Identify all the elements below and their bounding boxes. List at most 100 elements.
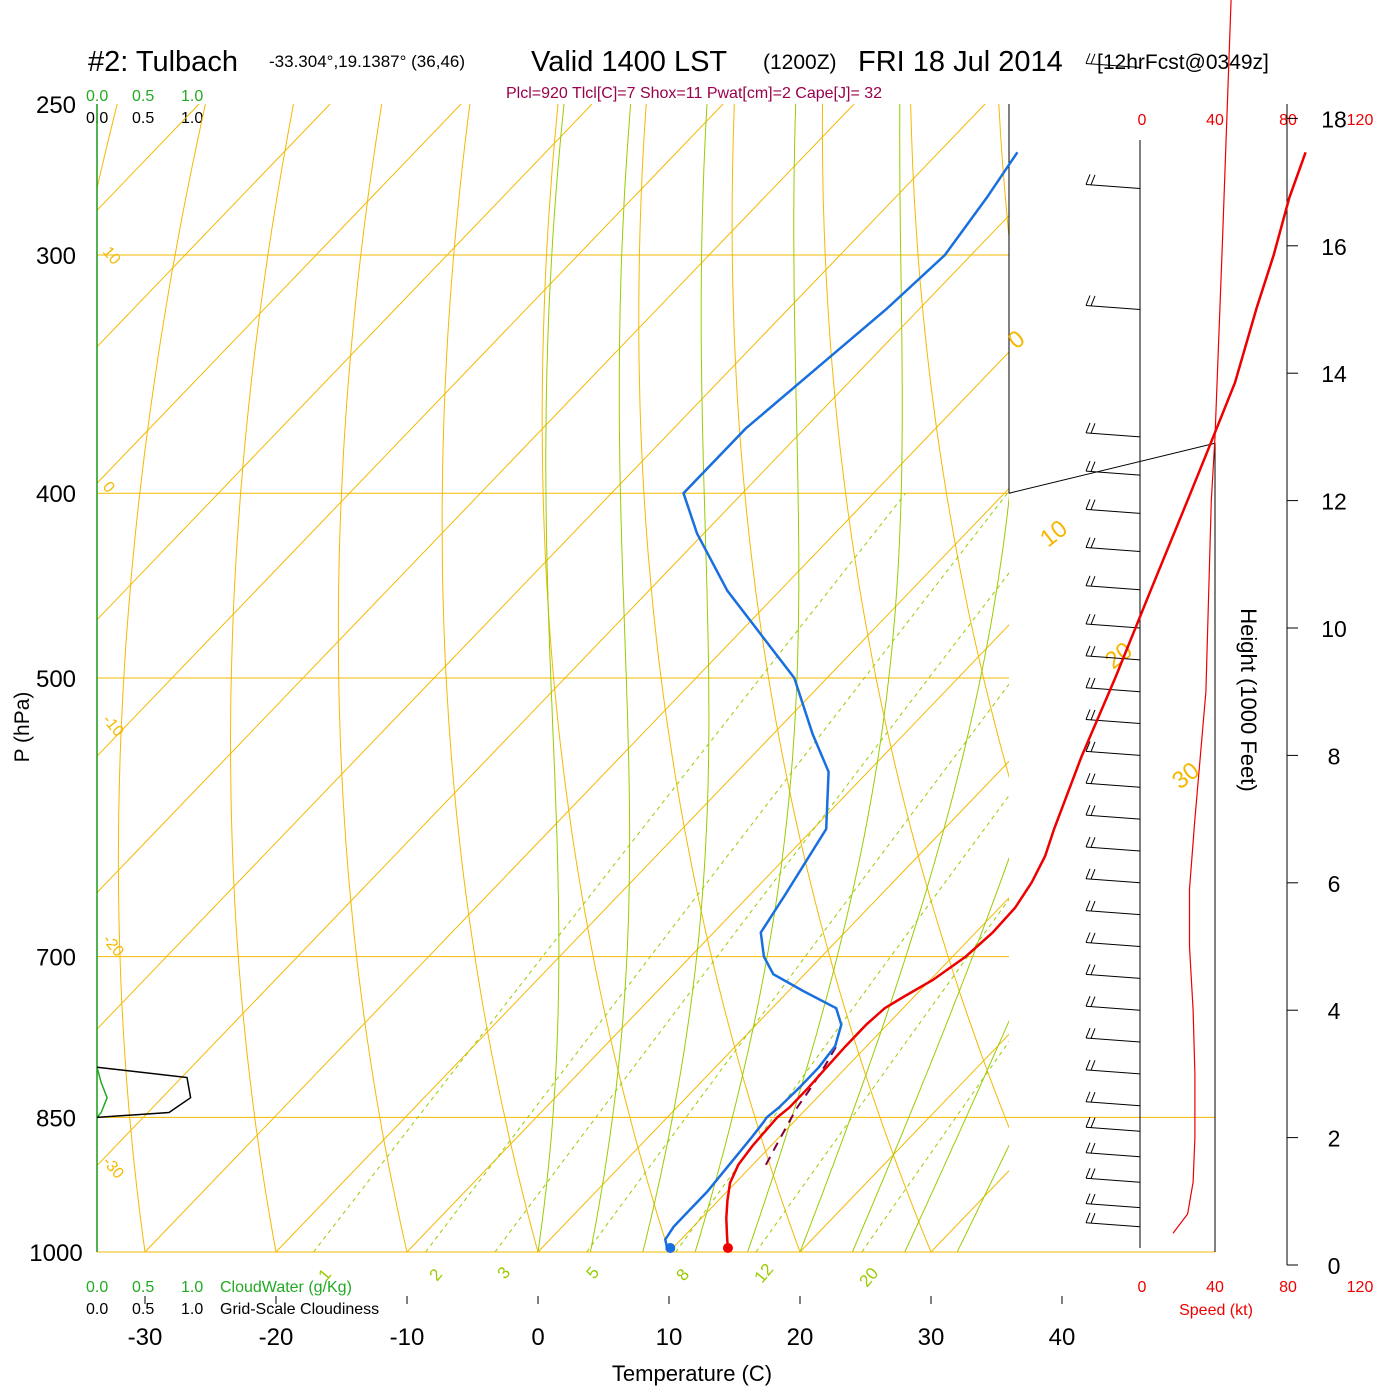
wind-barb [1085,1168,1141,1183]
wind-barb-feather [1090,1060,1096,1071]
wind-barb [1085,964,1141,979]
wind-barb-feather [1090,174,1096,186]
x-tick-label: 40 [1049,1324,1076,1351]
wind-barb [1085,741,1141,756]
pressure-tick-label: 300 [36,243,76,270]
dry-adiabat-line [337,104,408,1252]
dry-adiabat-line [117,104,206,1252]
wind-barb-feather [1090,1117,1096,1128]
sounding-series [663,151,1307,1253]
dry-adiabat-line [910,104,1009,779]
wind-barb-feather [1085,575,1091,586]
wind-barb-feather [1085,460,1091,472]
wind-barb-staff [1085,687,1141,693]
x-tick-label: -30 [128,1324,163,1351]
speed-tick-bottom: 40 [1206,1279,1224,1296]
wind-barb [1085,836,1141,852]
background-grid [97,104,1215,1253]
mixing-ratio-line [861,1040,1009,1252]
wind-barb-staff [1085,585,1141,591]
wind-barb-feather [1085,174,1091,185]
wind-barb-staff [1085,973,1141,979]
height-tick-label: 6 [1328,871,1341,897]
wind-panel [1085,0,1232,1234]
temperature-line [725,151,1307,1253]
wind-barb-staff [1085,942,1141,947]
forecast-info: [12hrFcst@0349z] [1097,51,1269,74]
height-tick-label: 4 [1328,998,1341,1024]
pressure-tick-label: 850 [36,1105,76,1132]
height-tick-label: 20 [1321,0,1347,5]
speed-tick-top: 120 [1347,112,1374,129]
plot-area [97,104,1009,1252]
wind-barb [1085,900,1141,916]
height-tick-label: 2 [1328,1126,1341,1152]
indices-text: Plcl=920 Tlcl[C]=7 Shox=11 Pwat[cm]=2 Ca… [506,85,882,102]
wind-barb-feather [1085,900,1091,911]
mixing-ratio-line [494,572,1009,1252]
moist-adiabat-line [904,1020,1009,1252]
wind-barb [1085,1059,1141,1075]
wind-barb-feather [1085,677,1091,688]
height-tick-label: 18 [1321,106,1347,132]
wind-barb [1085,1142,1141,1158]
x-tick-label: 0 [531,1324,544,1351]
wind-barb-feather [1085,422,1091,434]
wind-barb [1085,1091,1141,1107]
wind-barb-feather [1090,537,1096,549]
wind-barb-feather [1090,295,1096,307]
cloud-water-tick-top: 1.0 [181,88,203,105]
cloudiness-tick-top: 1.0 [181,110,203,127]
wind-barb [1085,53,1141,68]
mixing-ratio-line [755,898,1009,1252]
station-title: #2: Tulbach [88,46,238,78]
isotherm-line [97,104,855,894]
wind-barb-staff [1085,814,1141,820]
wind-barb [1085,677,1141,693]
speed-tick-top: 0 [1138,112,1147,129]
wind-barb-staff [1085,432,1141,438]
cloudiness-tick-bottom: 0.0 [86,1301,108,1318]
moist-adiabat-line [851,856,1009,1252]
wind-barb-feather [1090,461,1096,472]
wind-barb-feather [1085,537,1091,548]
wind-barb-staff [1085,1069,1141,1075]
wind-barb-feather [1085,709,1091,720]
x-tick-label: 30 [918,1324,945,1351]
wind-barb-staff [1085,547,1141,553]
pressure-tick-label: 700 [36,945,76,972]
speed-scale: 0 40 80 120 0 40 80 120 Speed (kt) [1138,112,1374,1319]
cloud-profile [96,1066,192,1119]
wind-barb [1085,996,1141,1011]
wind-barb [1085,1193,1141,1209]
wind-barb-staff [1085,1222,1141,1228]
cloudiness-tick-top: 0.5 [132,110,154,127]
wind-barb-feather [1085,1117,1091,1128]
height-tick-label: 16 [1321,234,1347,260]
wind-barb-feather [1085,836,1091,848]
wind-barb-staff [1085,508,1141,514]
wind-barb-feather [1090,423,1096,434]
pressure-tick-label: 400 [36,481,76,508]
wind-barb-feather [1085,773,1091,784]
wind-barb-feather [1085,499,1091,510]
height-tick-label: 12 [1321,489,1347,515]
speed-tick-top: 40 [1206,112,1224,129]
wind-barb-feather [1090,1168,1096,1179]
wind-barb [1085,422,1141,438]
wind-barb [1085,868,1141,884]
wind-barb [1085,709,1141,725]
speed-tick-bottom: 80 [1279,1279,1297,1296]
wind-barb [1085,499,1141,514]
moist-adiabat-line [799,494,1009,1252]
wind-barb-staff [1085,1177,1141,1183]
wind-barb-staff [1085,719,1141,725]
wind-barb-feather [1090,1212,1096,1224]
cloud-water-label: CloudWater (g/Kg) [220,1279,352,1296]
height-tick-label: 8 [1328,743,1341,769]
wind-barb-staff [1085,878,1141,884]
wind-barb-feather [1085,645,1091,657]
wind-barb-feather [1090,575,1096,587]
wind-barb-feather [1085,741,1091,752]
wind-barb-feather [1085,295,1091,306]
